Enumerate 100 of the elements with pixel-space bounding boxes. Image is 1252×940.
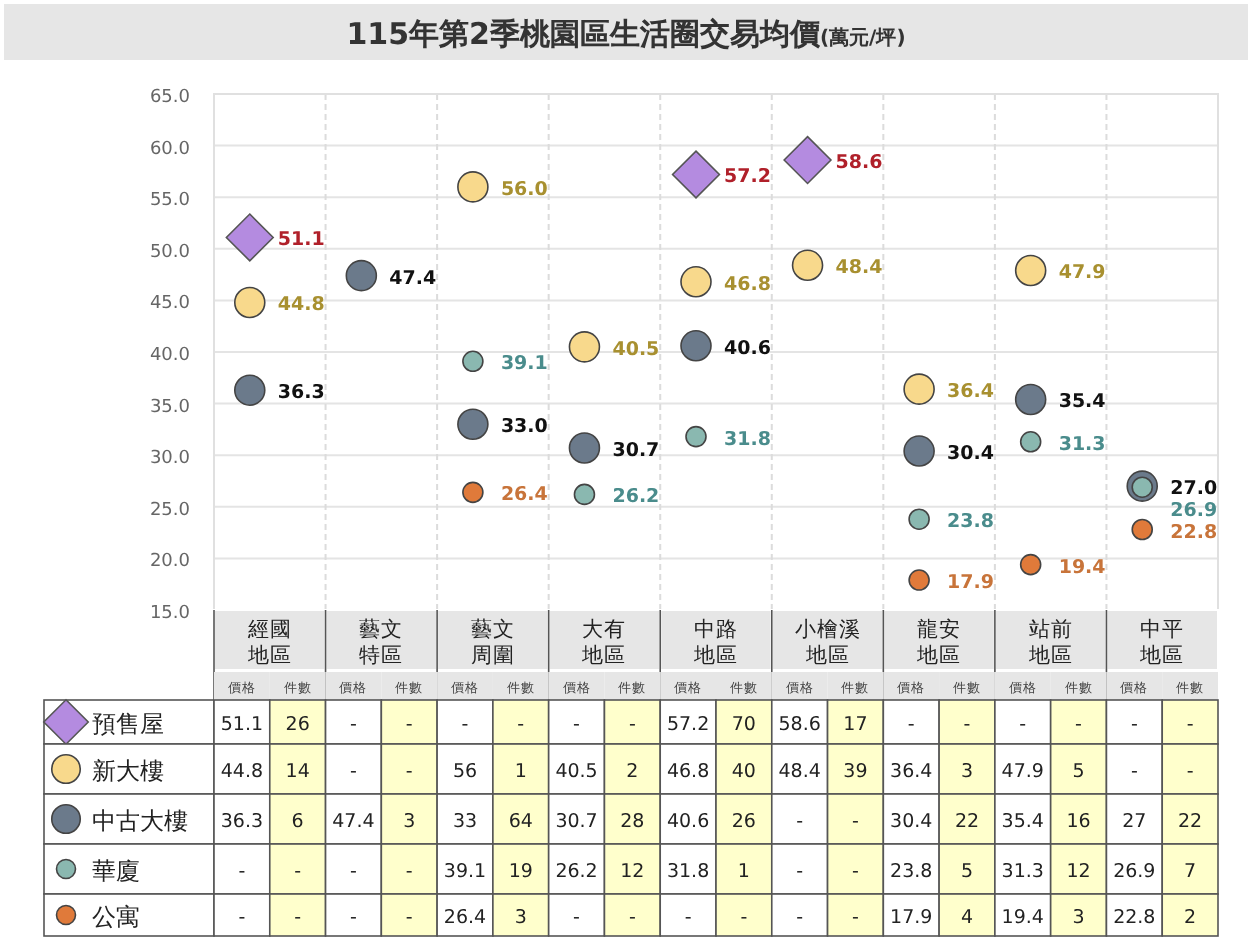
text: 23.8 xyxy=(890,861,933,883)
text: - xyxy=(796,861,804,883)
text: 28 xyxy=(620,811,645,833)
text: 31.3 xyxy=(1001,861,1044,883)
y-tick-label: 20.0 xyxy=(149,552,191,573)
text: 3 xyxy=(960,761,974,783)
text: 22.8 xyxy=(1113,907,1156,929)
data-label: 40.6 xyxy=(724,337,772,360)
category-label: 中古大樓 xyxy=(92,807,188,835)
text: 19 xyxy=(508,861,533,883)
text: 6 xyxy=(291,811,304,833)
text: 14 xyxy=(285,761,310,783)
text: 57.2 xyxy=(666,714,710,736)
text: - xyxy=(573,714,580,736)
text: - xyxy=(517,714,525,736)
text: 40.6 xyxy=(666,811,710,833)
x-tick-label: 小檜溪地區 xyxy=(794,616,861,668)
text: 36.3 xyxy=(220,811,264,833)
text: 48.4 xyxy=(778,761,821,783)
x-tick-label: 中平地區 xyxy=(1138,616,1185,668)
text: - xyxy=(1075,714,1082,736)
y-tick-label: 40.0 xyxy=(149,346,191,366)
text: 44.8 xyxy=(220,761,264,783)
text: 40 xyxy=(731,761,756,783)
data-label: 30.7 xyxy=(612,439,660,462)
data-label: 19.4 xyxy=(1058,556,1107,579)
x-tick-label: 龍安地區 xyxy=(915,616,962,668)
text: - xyxy=(852,811,859,833)
data-label: 23.8 xyxy=(947,511,995,534)
text: 36.4 xyxy=(890,761,933,783)
text: 12 xyxy=(1066,861,1091,883)
text: 16 xyxy=(1066,811,1091,833)
text: 3 xyxy=(1072,907,1085,929)
text: 7 xyxy=(1184,861,1197,883)
data-label: 26.9 xyxy=(1170,500,1218,523)
text: 30.4 xyxy=(890,811,933,833)
data-label: 39.1 xyxy=(500,353,548,376)
text: 1 xyxy=(514,761,527,783)
text: 4 xyxy=(960,907,974,929)
data-label: 22.8 xyxy=(1170,522,1218,545)
text: - xyxy=(405,861,413,883)
text: - xyxy=(684,907,692,929)
text: 31.8 xyxy=(666,861,710,883)
y-tick-label: 55.0 xyxy=(149,191,191,212)
data-label: 56.0 xyxy=(500,178,549,201)
text: 5 xyxy=(1072,761,1085,783)
text: - xyxy=(852,907,859,929)
text: 3 xyxy=(514,907,527,929)
data-label: 47.9 xyxy=(1058,262,1106,285)
data-label: 26.4 xyxy=(500,484,549,507)
text: 26.4 xyxy=(443,907,487,929)
data-label: 17.9 xyxy=(947,572,995,595)
x-tick-label: 藝文周圍 xyxy=(470,616,515,668)
y-tick-label: 45.0 xyxy=(149,294,191,315)
text: 22 xyxy=(954,811,980,833)
text: - xyxy=(294,861,302,883)
text: 33 xyxy=(452,811,478,833)
text: 26.2 xyxy=(555,861,598,883)
text: - xyxy=(628,714,636,736)
text: 2 xyxy=(626,761,639,783)
text: - xyxy=(628,907,636,929)
y-tick-label: 35.0 xyxy=(149,397,191,418)
chart-subtitle: (萬元/坪) xyxy=(819,26,906,50)
data-label: 30.4 xyxy=(947,443,995,466)
text: 51.1 xyxy=(220,714,264,736)
text: - xyxy=(1019,714,1027,736)
text: - xyxy=(350,761,357,783)
x-tick-label: 中路地區 xyxy=(692,616,738,668)
text: 35.4 xyxy=(1001,811,1044,833)
data-label: 31.3 xyxy=(1058,433,1106,456)
text: - xyxy=(405,714,413,736)
category-label: 預售屋 xyxy=(92,710,164,738)
text: 26 xyxy=(285,714,310,736)
text: 39 xyxy=(843,761,868,783)
data-label: 44.8 xyxy=(277,294,326,317)
data-label: 51.1 xyxy=(277,229,325,252)
data-label: 57.2 xyxy=(724,166,771,189)
text: 27 xyxy=(1122,811,1147,833)
data-label: 33.0 xyxy=(500,416,549,439)
data-label: 35.4 xyxy=(1058,391,1107,414)
text: 64 xyxy=(508,811,533,833)
text: - xyxy=(852,861,859,883)
y-tick-label: 30.0 xyxy=(149,449,191,470)
text: 26.9 xyxy=(1113,861,1156,883)
text: - xyxy=(1130,714,1138,736)
text: - xyxy=(405,907,413,929)
data-label: 26.2 xyxy=(612,486,660,509)
x-tick-label: 經國地區 xyxy=(245,618,292,668)
chart-title: 115年第2季桃園區生活圈交易均價 xyxy=(346,16,822,52)
x-tick-label: 藝文特區 xyxy=(359,616,404,668)
text: - xyxy=(796,811,804,833)
y-tick-label: 60.0 xyxy=(149,139,191,160)
text: 58.6 xyxy=(778,714,821,736)
text: 46.8 xyxy=(666,761,710,783)
text: - xyxy=(1130,761,1138,783)
text: - xyxy=(350,907,357,929)
data-label: 48.4 xyxy=(835,257,884,280)
text: - xyxy=(294,907,302,929)
x-tick-label: 大有地區 xyxy=(580,616,627,668)
data-label: 27.0 xyxy=(1170,478,1218,501)
